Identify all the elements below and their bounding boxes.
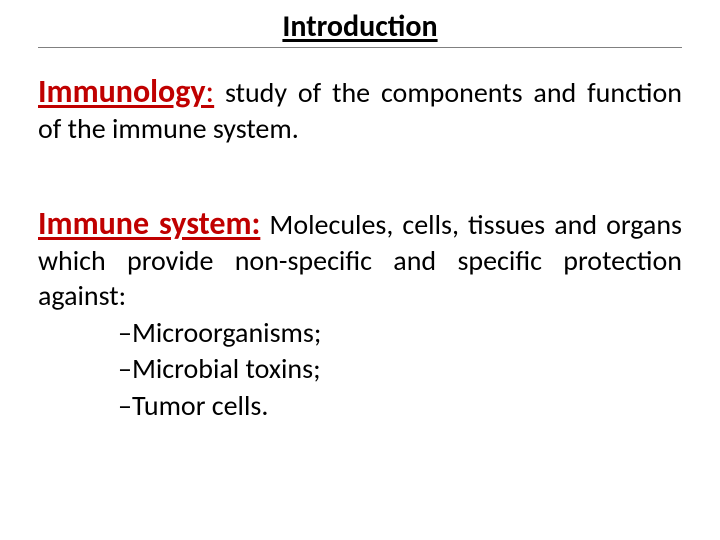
title-container: Introduction xyxy=(38,8,682,45)
list-item: –Microbial toxins; xyxy=(118,351,682,387)
term-immune-system: Immune system: xyxy=(38,204,260,243)
title-underline-rule xyxy=(38,47,682,48)
definition-immunology: Immunology: study of the components and … xyxy=(38,72,682,146)
list-item: –Tumor cells. xyxy=(118,388,682,424)
term-immunology: Immunology: xyxy=(38,72,214,111)
protection-list: –Microorganisms; –Microbial toxins; –Tum… xyxy=(38,315,682,424)
definition-immune-system: Immune system: Molecules, cells, tissues… xyxy=(38,204,682,424)
list-item: –Microorganisms; xyxy=(118,315,682,351)
page-title: Introduction xyxy=(282,8,437,45)
